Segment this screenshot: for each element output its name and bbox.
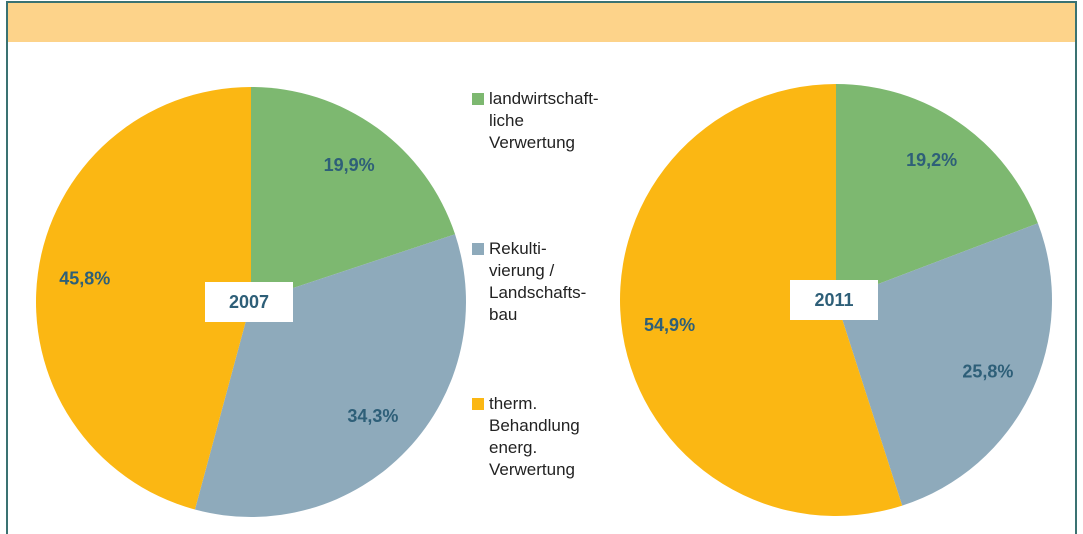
legend-swatch [472, 93, 484, 105]
year-box [205, 282, 293, 322]
slice-label: 54,9% [644, 315, 695, 335]
header-band [8, 3, 1075, 42]
year-label: 2011 [814, 290, 853, 310]
slice-label: 34,3% [347, 406, 398, 426]
year-label: 2007 [229, 292, 269, 312]
slice-label: 19,9% [324, 155, 375, 175]
legend-label: Rekulti- vierung / Landschafts- bau [489, 239, 587, 324]
legend-label: landwirtschaft- liche Verwertung [489, 89, 599, 152]
legend-label: therm. Behandlung energ. Verwertung [489, 394, 580, 479]
slice-label: 25,8% [962, 362, 1013, 382]
legend-swatch [472, 243, 484, 255]
legend-swatch [472, 398, 484, 410]
pie-slice [836, 223, 1052, 506]
pie-slice [251, 87, 456, 302]
pie-slice [836, 84, 1038, 300]
frame [6, 1, 1077, 534]
slice-label: 19,2% [906, 150, 957, 170]
pie-slice [36, 87, 252, 510]
year-box [790, 280, 878, 320]
slice-label: 45,8% [59, 269, 110, 289]
pie-slice [620, 84, 903, 516]
